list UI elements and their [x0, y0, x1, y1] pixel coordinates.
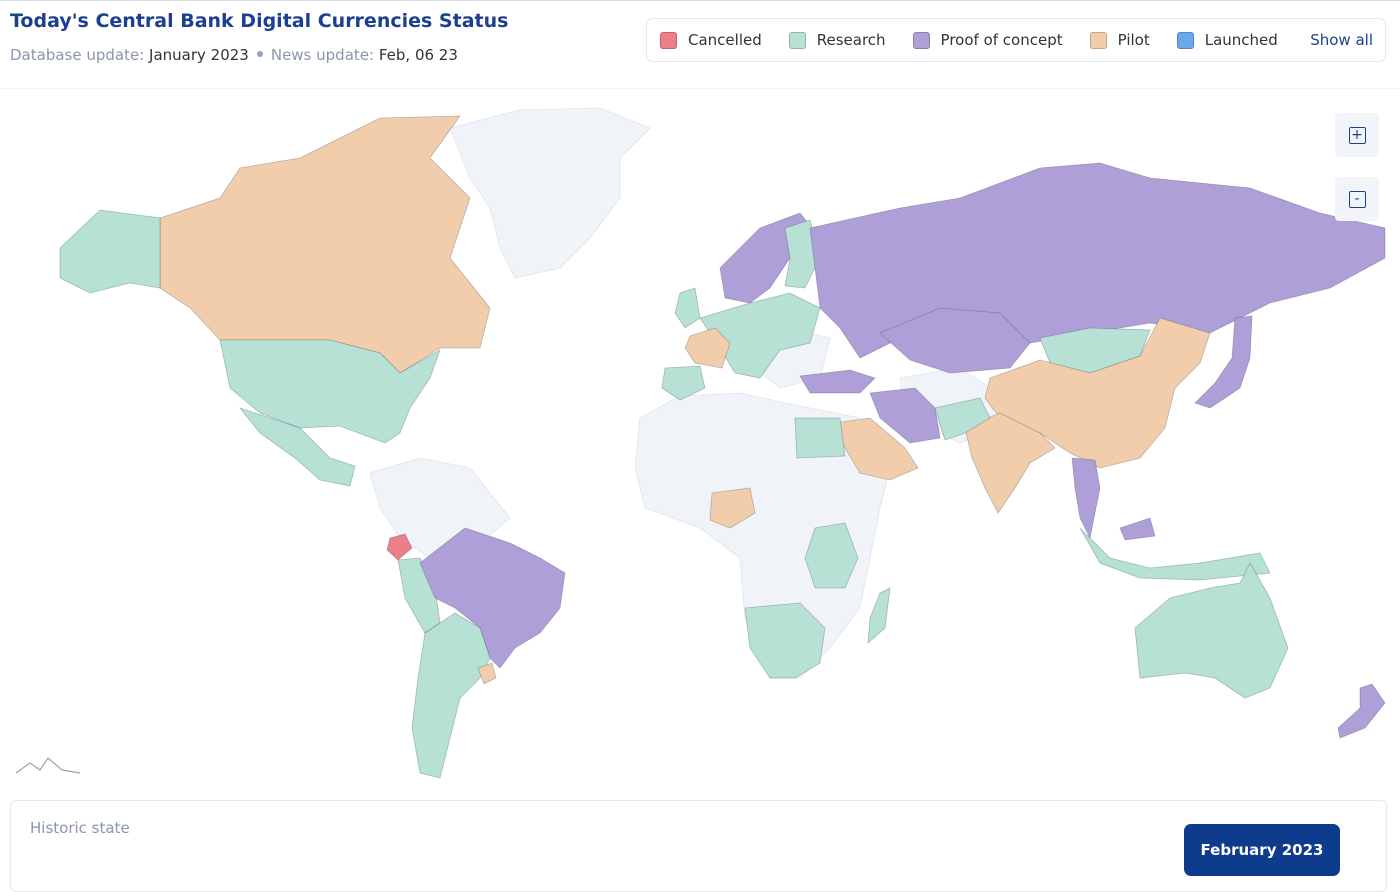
db-date: January 2023: [149, 46, 249, 64]
world-map: [15, 107, 1386, 779]
france: [684, 327, 731, 369]
pakistan: [934, 397, 991, 441]
separator: [0, 88, 1400, 89]
map-logo: [15, 757, 81, 774]
zoom-in[interactable]: +: [1335, 113, 1379, 157]
southern-africa: [744, 602, 826, 679]
canada: [159, 115, 491, 374]
legend-swatch: [912, 31, 930, 49]
history-label: Historic state: [30, 819, 130, 837]
east-africa: [804, 522, 859, 589]
new-zealand: [1337, 683, 1386, 739]
legend-label: Pilot: [1117, 31, 1150, 49]
malaysia: [1119, 517, 1156, 541]
argentina-chile: [411, 612, 491, 779]
legend-label: Proof of concept: [940, 31, 1063, 49]
kazakhstan: [879, 307, 1031, 374]
ecuador: [386, 533, 413, 561]
africa: [634, 392, 891, 679]
usa: [219, 339, 441, 444]
title: Today's Central Bank Digital Currencies …: [10, 10, 509, 32]
thailand: [1071, 457, 1101, 540]
legend-swatch: [788, 31, 806, 49]
show-all[interactable]: Show all: [1310, 31, 1373, 49]
nigeria: [709, 487, 756, 529]
dot: [256, 51, 263, 57]
db-label: Database update:: [10, 46, 145, 64]
iberia: [661, 365, 706, 401]
zoom-out-label: -: [1348, 190, 1366, 208]
indonesia: [1079, 527, 1271, 581]
greenland: [449, 107, 651, 279]
legend-swatch: [660, 31, 677, 49]
alaska: [59, 209, 161, 294]
subtitle: Database update: January 2023 News update…: [10, 46, 458, 64]
europe: [699, 292, 821, 379]
uruguay: [477, 662, 497, 685]
legend-label: Research: [816, 31, 886, 49]
iran: [869, 387, 941, 444]
zoom-out[interactable]: -: [1335, 177, 1379, 221]
history-panel: Historic state February 2023: [10, 800, 1387, 892]
saudi-arabia: [834, 417, 919, 481]
madagascar: [867, 587, 891, 644]
legend-swatch: [1089, 31, 1107, 49]
uk: [674, 287, 701, 329]
legend-label: Cancelled: [688, 31, 762, 49]
legend-item[interactable]: Launched: [1176, 31, 1278, 49]
top-border: [0, 0, 1400, 1]
japan: [1194, 315, 1253, 409]
turkey: [799, 369, 876, 394]
zoom-in-label: +: [1348, 126, 1366, 144]
india: [964, 412, 1056, 514]
current-date-button[interactable]: February 2023: [1184, 824, 1340, 876]
legend-label: Launched: [1204, 31, 1278, 49]
legend-item[interactable]: Research: [788, 31, 886, 49]
mexico: [238, 407, 356, 487]
brazil: [419, 527, 566, 669]
news-label: News update:: [270, 46, 375, 64]
news-date: Feb, 06 23: [378, 46, 458, 64]
australia: [1134, 562, 1289, 699]
legend-swatch: [1176, 31, 1194, 49]
legend-item[interactable]: Proof of concept: [912, 31, 1063, 49]
egypt: [794, 417, 846, 459]
legend-item[interactable]: Cancelled: [660, 31, 762, 49]
legend-item[interactable]: Pilot: [1089, 31, 1150, 49]
legend: Cancelled Research Proof of concept Pilot La…: [646, 18, 1386, 62]
